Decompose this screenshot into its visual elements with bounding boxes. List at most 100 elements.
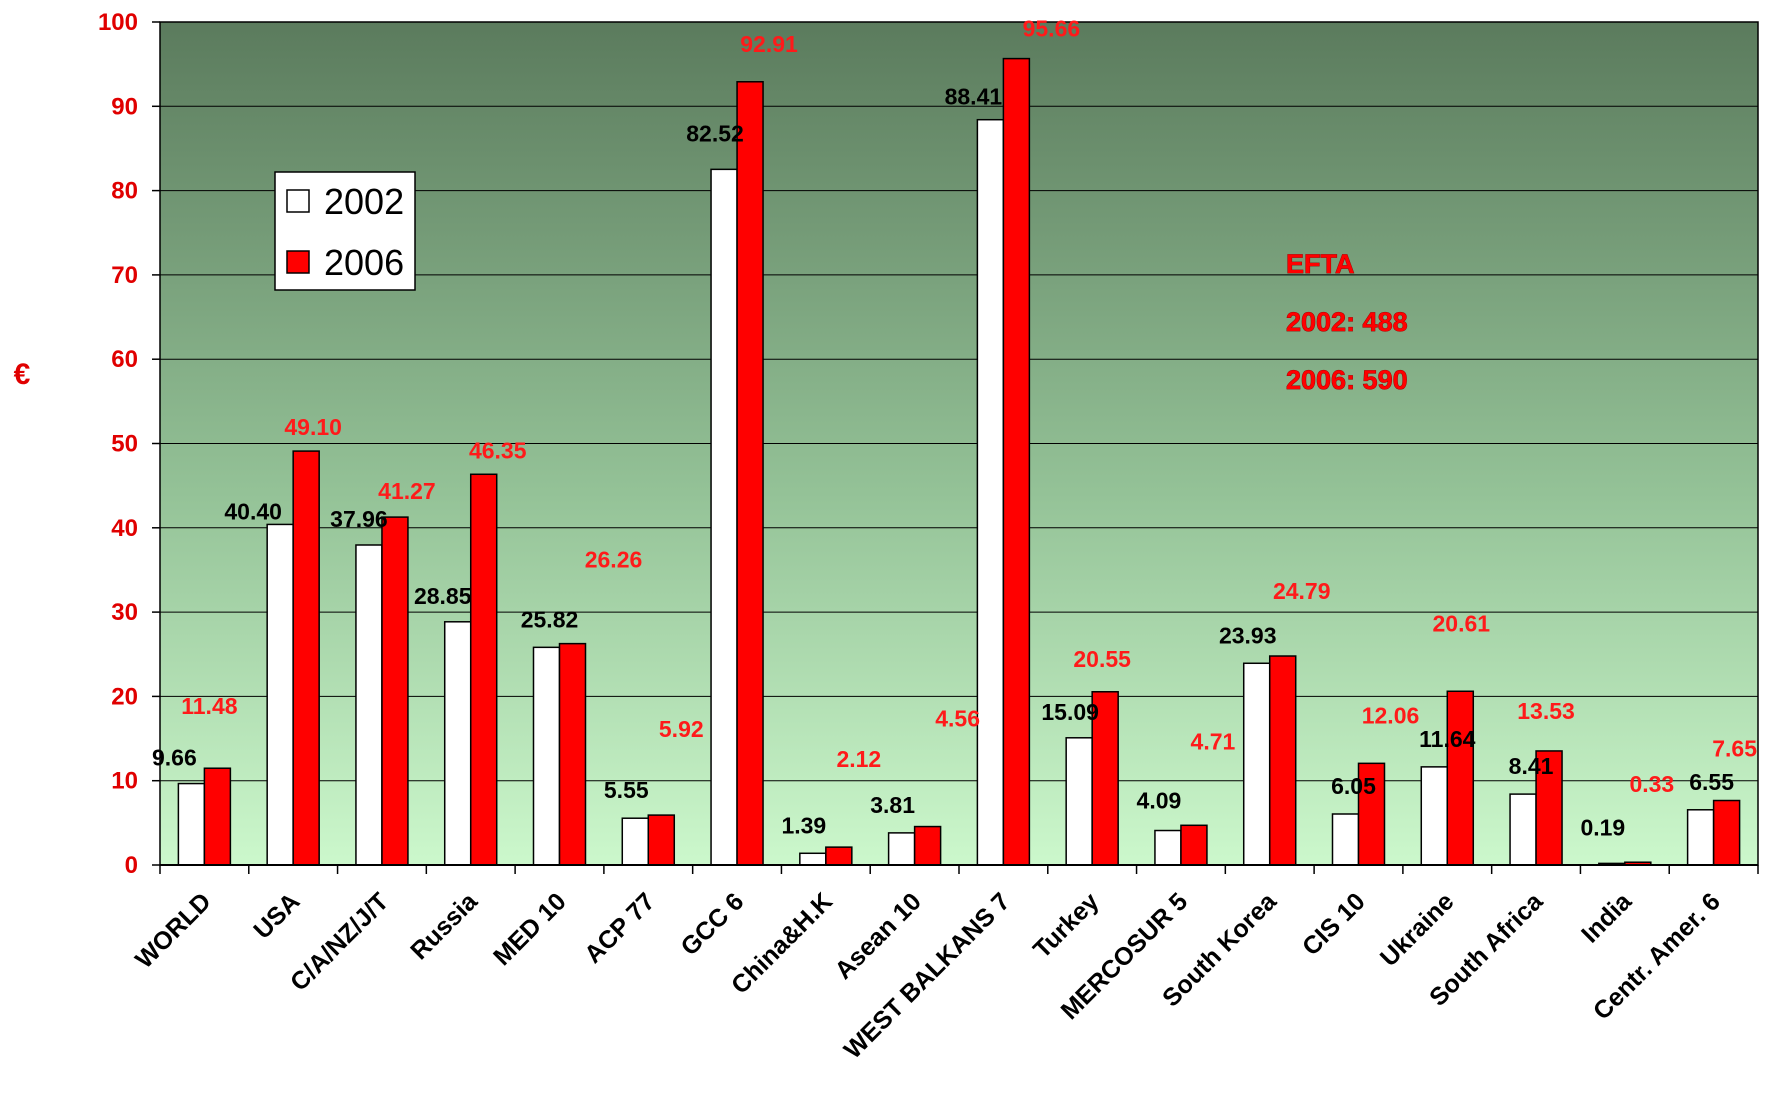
legend: 2002 2006 bbox=[274, 171, 416, 291]
bar-2002 bbox=[1686, 809, 1715, 866]
bar-2006 bbox=[736, 81, 764, 866]
y-tick-label: 50 bbox=[111, 431, 138, 458]
y-tick-label: 80 bbox=[111, 178, 138, 205]
bars bbox=[177, 57, 1741, 866]
bar-2006 bbox=[203, 767, 232, 866]
y-tick-label: 30 bbox=[111, 599, 138, 626]
data-label-2002: 3.81 bbox=[870, 792, 915, 818]
data-label-2002: 23.93 bbox=[1219, 622, 1277, 648]
data-label-2002: 25.82 bbox=[521, 606, 579, 632]
x-tick-label: Russia bbox=[405, 887, 484, 966]
bar-2002 bbox=[799, 852, 827, 866]
data-label-2002: 5.55 bbox=[604, 777, 649, 803]
bar-2002 bbox=[887, 832, 916, 866]
y-tick-label: 60 bbox=[111, 346, 138, 373]
x-tick-label: India bbox=[1576, 887, 1638, 949]
x-tick-label: USA bbox=[248, 887, 305, 944]
data-label-2006: 92.91 bbox=[740, 31, 798, 57]
bar-2002 bbox=[1331, 813, 1360, 866]
y-tick-label: 70 bbox=[111, 262, 138, 289]
legend-swatch-2002 bbox=[286, 189, 310, 213]
data-label-2002: 37.96 bbox=[330, 506, 388, 532]
data-label-2006: 49.10 bbox=[284, 414, 342, 440]
data-label-2002: 88.41 bbox=[945, 84, 1003, 110]
efta-annotation: EFTA 2002: 488 2006: 590 bbox=[1286, 249, 1408, 396]
bar-2006 bbox=[469, 473, 498, 866]
data-label-2002: 6.05 bbox=[1331, 773, 1376, 799]
data-label-2006: 24.79 bbox=[1273, 578, 1331, 604]
data-label-2006: 41.27 bbox=[378, 478, 436, 504]
data-label-2006: 26.26 bbox=[585, 547, 643, 573]
data-label-2006: 7.65 bbox=[1712, 736, 1757, 762]
bar-2002 bbox=[710, 168, 738, 866]
data-label-2006: 11.48 bbox=[181, 693, 237, 719]
data-label-2006: 2.12 bbox=[836, 746, 881, 772]
data-label-2006: 20.61 bbox=[1432, 610, 1490, 636]
y-tick-label: 40 bbox=[111, 515, 138, 542]
data-label-2002: 8.41 bbox=[1509, 753, 1554, 779]
bar-2006 bbox=[913, 825, 942, 866]
y-tick-label: 10 bbox=[111, 768, 138, 795]
bar-2002 bbox=[355, 544, 383, 866]
bar-2002 bbox=[177, 782, 206, 866]
annotation-2006: 2006: 590 bbox=[1286, 365, 1408, 395]
bar-2006 bbox=[1357, 762, 1386, 866]
bar-2006 bbox=[381, 516, 409, 866]
bar-2002 bbox=[443, 621, 472, 866]
annotation-2002: 2002: 488 bbox=[1286, 307, 1408, 337]
bar-2002 bbox=[621, 817, 650, 866]
x-tick-label: ACP 77 bbox=[579, 887, 660, 968]
data-label-2002: 6.55 bbox=[1689, 769, 1734, 795]
bar-2002 bbox=[266, 523, 294, 866]
bar-2006 bbox=[1002, 57, 1031, 866]
x-tick-label: WORLD bbox=[130, 887, 217, 974]
x-tick-label: MED 10 bbox=[488, 887, 572, 971]
bar-2006 bbox=[647, 814, 676, 866]
bar-2002 bbox=[1154, 829, 1182, 866]
data-label-2006: 5.92 bbox=[659, 716, 704, 742]
data-label-2006: 0.33 bbox=[1629, 771, 1674, 797]
bar-2002 bbox=[976, 118, 1005, 866]
y-axis-label: € bbox=[14, 358, 31, 391]
data-label-2006: 4.56 bbox=[935, 706, 980, 732]
data-label-2006: 12.06 bbox=[1362, 702, 1420, 728]
data-label-2002: 11.64 bbox=[1419, 726, 1475, 752]
bar-2002 bbox=[1242, 662, 1271, 866]
x-tick-label: Ukraine bbox=[1375, 887, 1460, 972]
bar-2002 bbox=[1065, 737, 1093, 866]
x-tick-label: CIS 10 bbox=[1297, 887, 1371, 961]
x-tick-label: GCC 6 bbox=[675, 887, 749, 961]
data-label-2006: 95.66 bbox=[1023, 16, 1081, 42]
gridlines bbox=[160, 105, 1758, 782]
bar-2002 bbox=[1420, 766, 1449, 866]
data-label-2006: 4.71 bbox=[1191, 728, 1236, 754]
legend-label-2006: 2006 bbox=[324, 242, 404, 283]
x-tick-label: WEST BALKANS 7 bbox=[839, 887, 1016, 1064]
x-tick-label: Turkey bbox=[1028, 887, 1105, 964]
bar-2006 bbox=[1268, 655, 1297, 866]
data-label-2002: 40.40 bbox=[224, 498, 282, 524]
bar-2006 bbox=[1180, 824, 1208, 866]
data-label-2002: 1.39 bbox=[781, 812, 826, 838]
legend-label-2002: 2002 bbox=[324, 181, 404, 222]
data-label-2006: 46.35 bbox=[469, 437, 527, 463]
bar-2006 bbox=[1712, 799, 1741, 866]
data-label-2002: 15.09 bbox=[1041, 699, 1099, 725]
bar-2006 bbox=[292, 450, 320, 866]
data-label-2002: 4.09 bbox=[1137, 788, 1182, 814]
data-label-2002: 82.52 bbox=[686, 120, 744, 146]
bar-2006 bbox=[1446, 690, 1475, 866]
data-label-2002: 9.66 bbox=[152, 745, 197, 771]
data-label-2002: 0.19 bbox=[1580, 814, 1625, 840]
data-label-2006: 20.55 bbox=[1073, 646, 1131, 672]
bar-2002 bbox=[1509, 793, 1537, 866]
data-label-2002: 28.85 bbox=[414, 583, 472, 609]
data-label-2006: 13.53 bbox=[1517, 698, 1575, 724]
bar-2006 bbox=[825, 846, 853, 866]
bar-2002 bbox=[532, 646, 561, 866]
bar-2006 bbox=[558, 642, 587, 866]
annotation-title: EFTA bbox=[1286, 249, 1355, 279]
legend-swatch-2006 bbox=[286, 250, 310, 274]
